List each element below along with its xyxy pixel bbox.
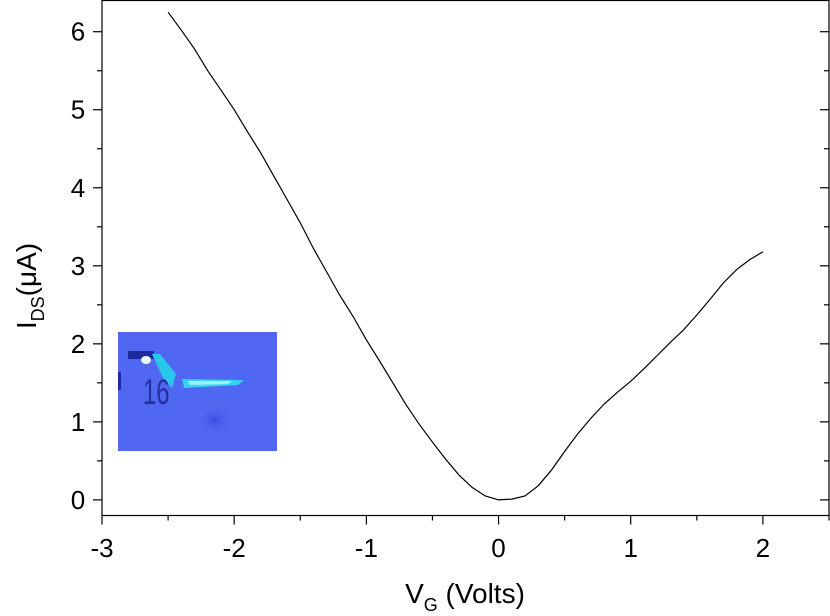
x-tick-label: 2 xyxy=(756,533,770,563)
x-axis-label-sub: G xyxy=(424,595,438,615)
plot-frame xyxy=(101,0,830,517)
y-axis-label-main: I xyxy=(11,321,42,329)
y-axis-label-rest: (μA) xyxy=(11,243,42,296)
ticks xyxy=(93,31,830,525)
y-tick-label: 4 xyxy=(71,173,85,203)
inset-image: 16 xyxy=(118,332,277,451)
y-tick-label: 3 xyxy=(71,251,85,281)
y-tick-label: 0 xyxy=(71,485,85,515)
data-line xyxy=(167,11,764,501)
y-tick-label: 5 xyxy=(71,95,85,125)
inset-flake-a xyxy=(152,354,176,388)
x-tick-label: -1 xyxy=(355,533,378,563)
inset-electrode xyxy=(128,351,154,359)
y-axis-label-sub: DS xyxy=(28,296,48,321)
x-tick-label: 1 xyxy=(623,533,637,563)
tick-labels: -3 -2 -1 0 1 2 0 1 2 3 4 5 6 xyxy=(71,17,770,563)
x-axis-label: VG (Volts) xyxy=(405,578,525,615)
inset-label: 16 xyxy=(143,374,169,413)
x-tick-label: -2 xyxy=(223,533,246,563)
x-tick-label: -3 xyxy=(90,533,113,563)
x-axis-label-main: V xyxy=(405,578,424,609)
y-tick-label: 6 xyxy=(71,17,85,47)
y-tick-label: 2 xyxy=(71,329,85,359)
y-axis-label: IDS(μA) xyxy=(11,243,48,329)
x-axis-label-rest: (Volts) xyxy=(438,578,525,609)
x-tick-label: 0 xyxy=(491,533,505,563)
y-tick-label: 1 xyxy=(71,407,85,437)
inset-spot xyxy=(201,408,229,432)
inset-flake-dot xyxy=(141,356,151,364)
